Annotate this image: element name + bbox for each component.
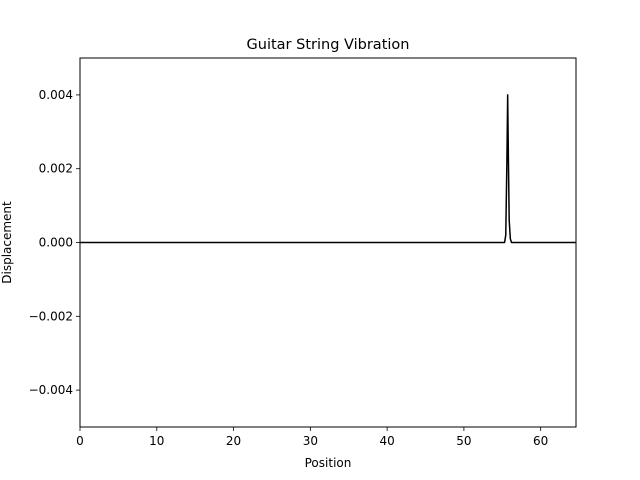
x-tick-label: 40 [379, 434, 394, 448]
y-axis-label: Displacement [0, 201, 14, 284]
y-tick-label: 0.004 [39, 88, 73, 102]
y-axis-ticks: −0.004 −0.002 0.000 0.002 0.004 [29, 88, 80, 397]
x-tick-label: 30 [303, 434, 318, 448]
x-axis-label: Position [305, 456, 352, 470]
x-tick-label: 20 [226, 434, 241, 448]
y-tick-label: −0.004 [29, 383, 73, 397]
x-tick-label: 50 [456, 434, 471, 448]
series-layer [80, 94, 576, 244]
x-tick-label: 60 [533, 434, 548, 448]
x-tick-label: 0 [76, 434, 84, 448]
y-tick-label: −0.002 [29, 309, 73, 323]
series-line [80, 94, 576, 244]
x-tick-label: 10 [149, 434, 164, 448]
x-axis-ticks: 0 10 20 30 40 50 60 [76, 427, 548, 448]
y-tick-label: 0.000 [39, 236, 73, 250]
y-tick-label: 0.002 [39, 162, 73, 176]
chart-title: Guitar String Vibration [247, 37, 410, 53]
